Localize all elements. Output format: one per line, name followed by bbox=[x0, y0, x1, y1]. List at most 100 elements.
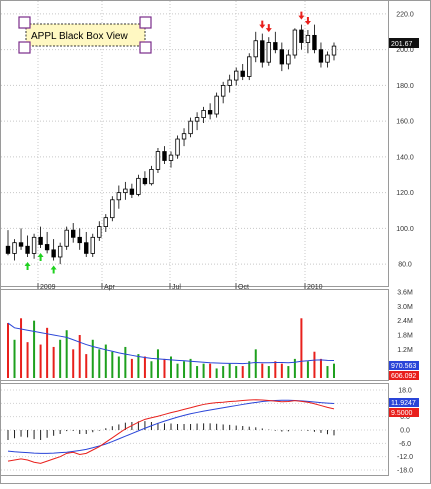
volume-bar bbox=[196, 366, 199, 378]
candle-body bbox=[188, 120, 193, 135]
macd-signal-line bbox=[7, 399, 335, 464]
volume-bar bbox=[300, 318, 303, 378]
candle-body bbox=[214, 95, 219, 115]
volume-bar bbox=[46, 327, 49, 378]
volume-bar bbox=[287, 366, 290, 378]
candle-body bbox=[240, 70, 245, 77]
volume-bar bbox=[313, 351, 316, 378]
volume-bar bbox=[267, 366, 270, 378]
volume-bar bbox=[306, 361, 309, 378]
last-price-badge: 201.67 bbox=[389, 38, 419, 48]
volume-bar bbox=[183, 361, 186, 378]
price-tick-label: 160.0 bbox=[396, 119, 414, 126]
candle-body bbox=[155, 151, 161, 170]
price-y-axis: 220.0 200.0 180.0 160.0 140.0 120.0 100.0 80.0 bbox=[396, 11, 414, 268]
annotation-box[interactable]: APPL Black Box View bbox=[18, 16, 152, 54]
candle-body bbox=[90, 236, 95, 254]
volume-bar bbox=[280, 363, 283, 378]
x-tick-label: 2010 bbox=[307, 284, 323, 291]
sell-arrow bbox=[265, 24, 272, 33]
candle-body bbox=[207, 110, 213, 115]
candle-body bbox=[227, 79, 232, 86]
volume-tick-label: 3.0M bbox=[397, 304, 413, 311]
annotation-frame bbox=[25, 23, 146, 47]
volume-bar bbox=[26, 342, 29, 378]
x-tick-label: Oct bbox=[238, 284, 249, 291]
candle-body bbox=[123, 188, 128, 194]
macd-badges: 11.9247 9.5000 bbox=[389, 398, 419, 417]
volume-bar bbox=[130, 358, 133, 378]
resize-handle-top-right[interactable] bbox=[139, 16, 152, 29]
x-tick-label: Apr bbox=[104, 284, 116, 291]
volume-bar bbox=[156, 349, 159, 378]
volume-bar bbox=[39, 344, 42, 378]
price-tick-label: 80.0 bbox=[398, 262, 412, 269]
candle-body bbox=[84, 242, 89, 254]
candle-body bbox=[175, 138, 180, 156]
volume-tick-label: 1.8M bbox=[397, 333, 413, 340]
buy-arrow bbox=[24, 261, 31, 270]
volume-bar bbox=[137, 354, 140, 378]
price-tick-label: 120.0 bbox=[396, 190, 414, 197]
candle-body bbox=[305, 34, 311, 43]
volume-bar bbox=[326, 366, 329, 378]
candle-body bbox=[279, 49, 285, 65]
macd-tick-label: 6.0 bbox=[400, 414, 410, 421]
annotation-label: APPL Black Box View bbox=[31, 31, 128, 42]
macd-tick-label: -6.0 bbox=[399, 441, 411, 448]
volume-bar bbox=[228, 363, 231, 378]
macd-panel-frame bbox=[0, 383, 389, 476]
candle-body bbox=[31, 236, 37, 254]
candle-body bbox=[312, 34, 317, 51]
volume-bar bbox=[215, 368, 218, 378]
candle-body bbox=[116, 192, 122, 201]
volume-bar bbox=[33, 320, 36, 378]
candle-body bbox=[168, 154, 174, 161]
volume-bar bbox=[261, 363, 264, 378]
volume-tick-label: 3.6M bbox=[397, 290, 413, 297]
volume-bar bbox=[319, 358, 322, 378]
volume-panel-frame bbox=[0, 289, 389, 381]
volume-bars bbox=[7, 318, 335, 378]
macd-tick-label: 18.0 bbox=[398, 388, 412, 395]
resize-handle-bottom-right[interactable] bbox=[139, 41, 152, 54]
candle-body bbox=[286, 54, 291, 65]
volume-bar bbox=[163, 358, 166, 378]
candle-body bbox=[97, 226, 102, 238]
candle-body bbox=[44, 244, 50, 251]
resize-handle-top-left[interactable] bbox=[18, 16, 31, 29]
volume-bar bbox=[222, 366, 225, 378]
candle-body bbox=[299, 29, 304, 43]
candle-body bbox=[220, 85, 226, 97]
volume-bar bbox=[111, 351, 114, 378]
volume-bar bbox=[241, 366, 244, 378]
price-tick-label: 180.0 bbox=[396, 83, 414, 90]
candle-body bbox=[266, 42, 271, 63]
candle-body bbox=[5, 245, 11, 254]
candle-body bbox=[234, 70, 239, 81]
candle-body bbox=[38, 236, 43, 245]
macd-tick-label: -12.0 bbox=[397, 454, 413, 461]
volume-bar bbox=[52, 346, 55, 378]
candle-body bbox=[181, 133, 187, 140]
volume-bar bbox=[170, 356, 172, 378]
volume-bar bbox=[248, 361, 251, 378]
volume-bar bbox=[143, 356, 146, 378]
macd-line bbox=[7, 399, 335, 454]
volume-bar bbox=[176, 363, 179, 378]
volume-bar bbox=[98, 349, 101, 378]
volume-bar bbox=[117, 356, 120, 378]
price-tick-label: 100.0 bbox=[396, 226, 414, 233]
macd-tick-label: -18.0 bbox=[397, 468, 413, 475]
volume-bar bbox=[209, 363, 212, 378]
volume-tick-label: 2.4M bbox=[397, 318, 413, 325]
candle-body bbox=[201, 110, 206, 118]
macd-signal-value: 9.5000 bbox=[391, 410, 413, 417]
resize-handle-bottom-left[interactable] bbox=[18, 41, 31, 54]
candle-body bbox=[103, 217, 108, 228]
candle-body bbox=[57, 245, 63, 258]
price-tick-label: 140.0 bbox=[396, 154, 414, 161]
candle-body bbox=[18, 242, 24, 247]
